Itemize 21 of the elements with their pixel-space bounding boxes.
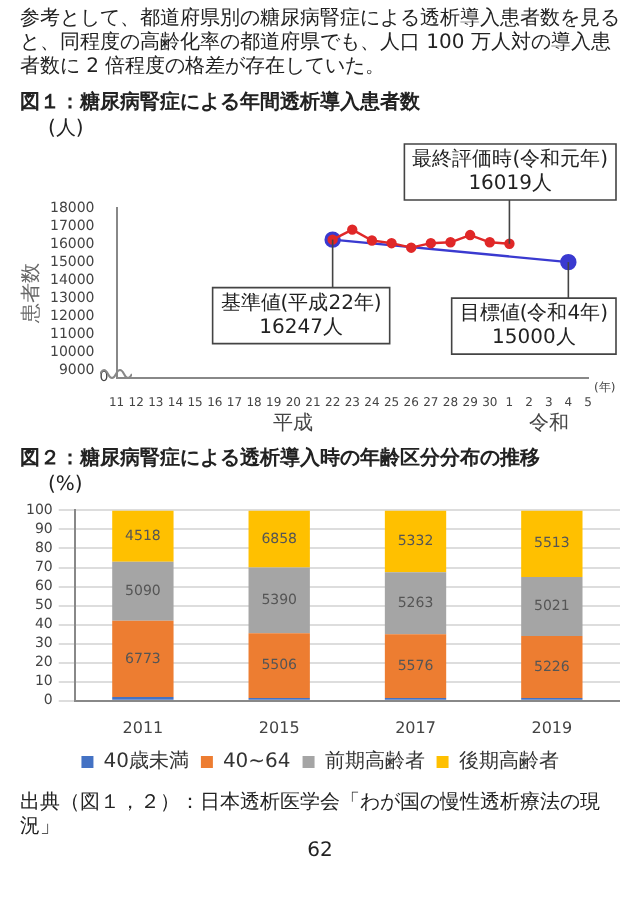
text: 62 [305,840,335,864]
y-axis-title: 患者数 [19,262,44,325]
source-note: 出典（図１，２）：日本透析医学会「わが国の慢性透析療法の現況」 [20,792,602,840]
legend-label: 40歳未満 [103,749,189,774]
x-tick-label: 2015 [258,718,300,737]
chart-title: 図２：糖尿病腎症による透析導入時の年齢区分分布の推移 [20,444,542,472]
text: (%) [48,474,85,496]
annotation: 基準値(平成22年) 16247人 [220,290,382,339]
x-tick-label: 2017 [395,718,436,737]
legend-label: 前期高齢者 [324,749,425,774]
annotation: 目標値(令和4年) 15000人 [459,301,609,350]
x-tick-label: 2011 [122,718,164,737]
chart-title: 図１：糖尿病腎症による年間透析導入患者数 [20,88,422,116]
annotation: 最終評価時(令和元年) 16019人 [412,147,609,196]
legend-label: 後期高齢者 [458,749,559,774]
text: 参考として、都道府県別の糖尿病腎症による透析導入患者数を見ると、同程度の高齢化率の都道府県でも、人口 100 万人対の導入患者数に 2 倍程度の格差が存在していた。 [20,8,620,80]
x-tick-label: 2019 [531,718,573,737]
text: 令和 [528,411,569,436]
text: 平成 [273,411,314,436]
text: (人) [48,118,86,140]
legend-label: 40~64 [222,751,291,774]
